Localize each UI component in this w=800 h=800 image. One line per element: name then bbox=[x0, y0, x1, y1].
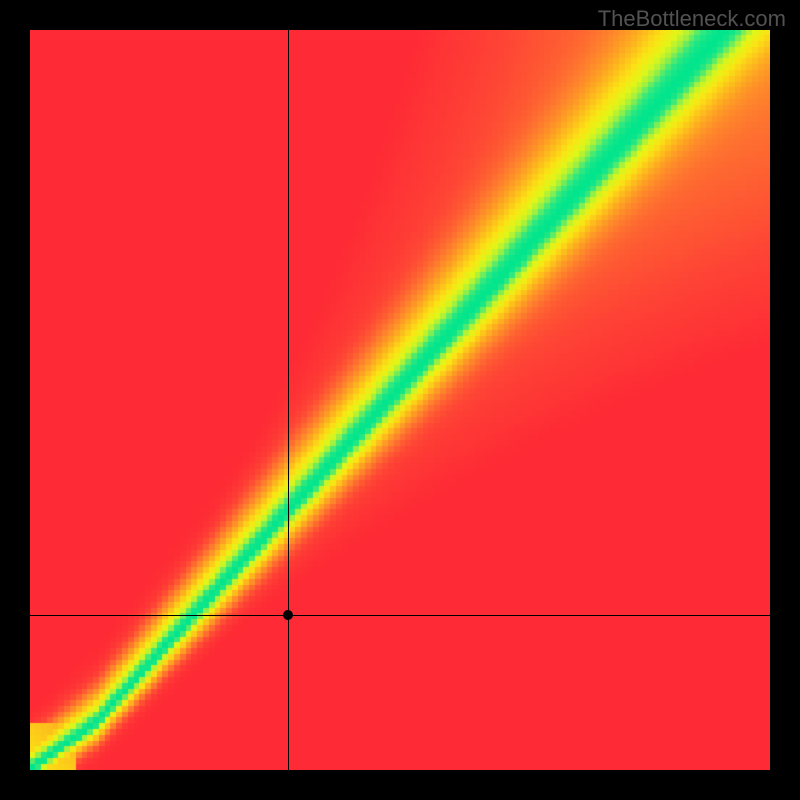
bottleneck-heatmap bbox=[30, 30, 770, 770]
watermark-text: TheBottleneck.com bbox=[598, 6, 786, 32]
crosshair-horizontal bbox=[30, 615, 770, 616]
marker-dot bbox=[283, 610, 293, 620]
chart-container: TheBottleneck.com bbox=[0, 0, 800, 800]
crosshair-vertical bbox=[288, 30, 289, 770]
